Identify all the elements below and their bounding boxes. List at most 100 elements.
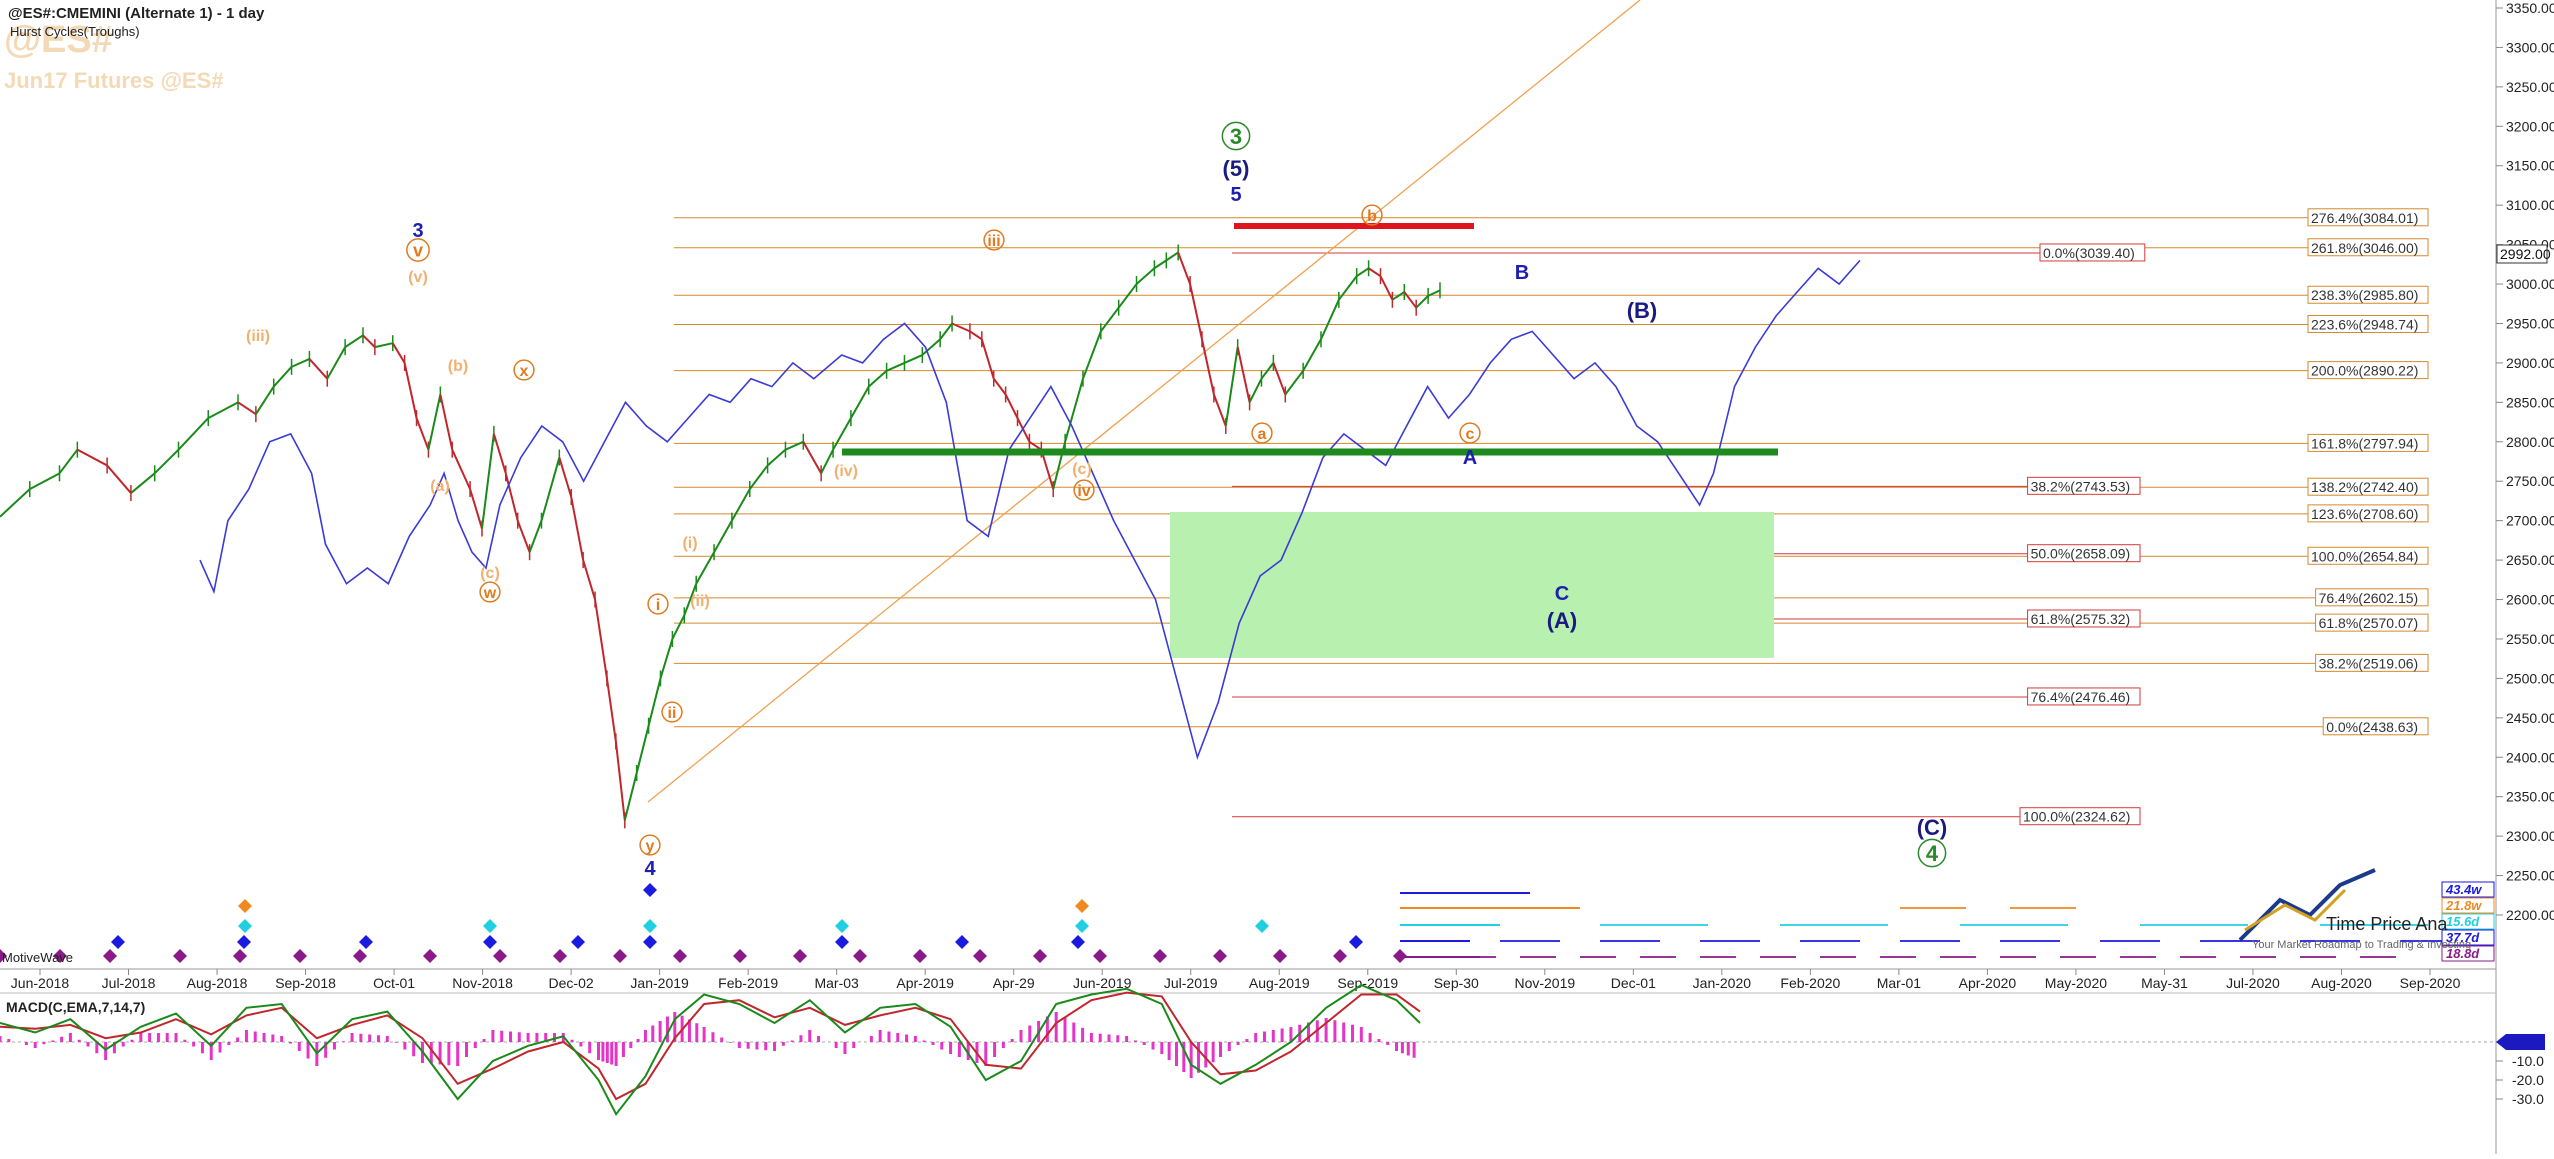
- price-segment: [0, 488, 31, 518]
- wave-label: B: [1515, 262, 1529, 284]
- date-tick-label: Sep-2018: [275, 975, 336, 991]
- price-segment: [558, 457, 573, 498]
- cycle-marker-purple: [1273, 949, 1287, 963]
- wave-label: (5): [1223, 156, 1250, 181]
- price-segment: [1302, 338, 1322, 372]
- cycle-length-box: [2441, 881, 2495, 898]
- wave-label: i: [656, 597, 660, 614]
- price-segment: [1224, 346, 1239, 427]
- price-tick-label: 2450.00: [2506, 710, 2554, 726]
- price-segment: [1320, 299, 1340, 340]
- macd-layer: [0, 983, 2496, 1117]
- fib-label-box: [2315, 613, 2429, 632]
- price-segment: [154, 448, 180, 475]
- price-tick-label: 3200.00: [2506, 118, 2554, 134]
- price-segment: [832, 417, 852, 451]
- macd-line: [0, 983, 1421, 1117]
- wave-label: (A): [1547, 608, 1578, 633]
- wave-label: b: [1367, 208, 1377, 225]
- cycle-marker-purple: [1213, 949, 1227, 963]
- fib-label-box: [2307, 361, 2429, 380]
- price-tick-label: 2300.00: [2506, 828, 2554, 844]
- price-segment: [391, 342, 406, 364]
- price-segment: [713, 520, 733, 553]
- price-segment: [480, 433, 495, 529]
- price-tick-label: 2600.00: [2506, 592, 2554, 608]
- price-segment: [439, 394, 454, 450]
- price-segment: [504, 473, 519, 521]
- date-axis: Jun-2018 Jul-2018 Aug-2018 Sep-2018 Oct-01 No…: [11, 969, 2461, 991]
- wave-label: A: [1463, 447, 1477, 469]
- wave-circle: [406, 238, 430, 262]
- price-segment: [594, 599, 608, 679]
- price-segment: [1153, 259, 1167, 270]
- fib-label-center: 50.0%(2658.09): [2031, 546, 2131, 562]
- date-tick-label: Nov-2018: [452, 975, 513, 991]
- price-segment: [528, 520, 543, 553]
- wave-label: (v): [408, 269, 428, 286]
- fib-label-right: 223.6%(2948.74): [2311, 316, 2418, 332]
- cycle-marker-orange: [238, 899, 252, 913]
- price-tick-label: 2550.00: [2506, 631, 2554, 647]
- cycle-marker-blue: [643, 935, 657, 949]
- date-tick-label: Mar-03: [814, 975, 859, 991]
- price-segment: [921, 338, 941, 356]
- chart-title: @ES#:CMEMINI (Alternate 1) - 1 day: [8, 5, 265, 22]
- wave-label: (c): [1072, 461, 1092, 478]
- cycle-marker-blue: [571, 935, 585, 949]
- price-segment: [1248, 378, 1263, 403]
- price-tick-label: 2900.00: [2506, 355, 2554, 371]
- wave-circle: [639, 834, 661, 856]
- cycle-marker-purple: [493, 949, 507, 963]
- price-segment: [1082, 331, 1102, 380]
- target-zone-box: [1170, 512, 1774, 658]
- date-tick-label: Apr-2019: [896, 975, 954, 991]
- cycle-marker-purple: [1153, 949, 1167, 963]
- cycle-marker-blue: [835, 935, 849, 949]
- price-segment: [1004, 394, 1019, 419]
- price-tick-label: 3100.00: [2506, 197, 2554, 213]
- price-segment: [1189, 283, 1203, 340]
- price-segment: [1016, 417, 1031, 443]
- cycle-length-label: 15.6d: [2446, 914, 2480, 929]
- macd-tick-label: -30.0: [2512, 1091, 2544, 1107]
- price-segment: [1177, 252, 1192, 285]
- date-tick-label: Apr-2020: [1959, 975, 2017, 991]
- date-tick-label: Jul-2018: [102, 975, 156, 991]
- price-segment: [469, 488, 483, 529]
- date-tick-label: Jul-2019: [1164, 975, 1218, 991]
- price-tick-label: 2850.00: [2506, 394, 2554, 410]
- wave-label: v: [413, 240, 423, 260]
- cycle-marker-purple: [233, 949, 247, 963]
- date-tick-label: Apr-29: [993, 975, 1035, 991]
- date-tick-label: Jun-2019: [1073, 975, 1132, 991]
- price-segment: [1236, 346, 1251, 403]
- price-segment: [1415, 295, 1429, 309]
- cycle-marker-purple: [553, 949, 567, 963]
- cycle-length-box: [2441, 913, 2495, 930]
- price-segment: [237, 401, 257, 416]
- cycle-marker-purple: [673, 949, 687, 963]
- date-tick-label: Dec-02: [549, 975, 594, 991]
- price-tick-label: 2400.00: [2506, 749, 2554, 765]
- wave-label: 3: [1230, 124, 1242, 149]
- date-tick-label: May-2020: [2045, 975, 2107, 991]
- wave-circle: [983, 229, 1005, 251]
- price-segment: [29, 472, 60, 490]
- cycle-marker-purple: [793, 949, 807, 963]
- cycle-marker-blue: [1349, 935, 1363, 949]
- price-segment: [540, 457, 561, 521]
- wave-label: (B): [1627, 298, 1658, 323]
- hurst-subtitle: Hurst Cycles(Troughs): [10, 24, 140, 39]
- cycle-length-box: [2441, 929, 2495, 946]
- price-segment: [516, 520, 531, 553]
- fib-label-center: 100.0%(2324.62): [2023, 809, 2130, 825]
- price-segment: [1100, 307, 1120, 332]
- price-segment: [374, 342, 393, 349]
- wave-label: ii: [668, 705, 677, 722]
- macd-current-tag: [2496, 1034, 2545, 1050]
- price-segment: [272, 366, 293, 388]
- fib-label-right: 76.4%(2602.15): [2319, 590, 2419, 606]
